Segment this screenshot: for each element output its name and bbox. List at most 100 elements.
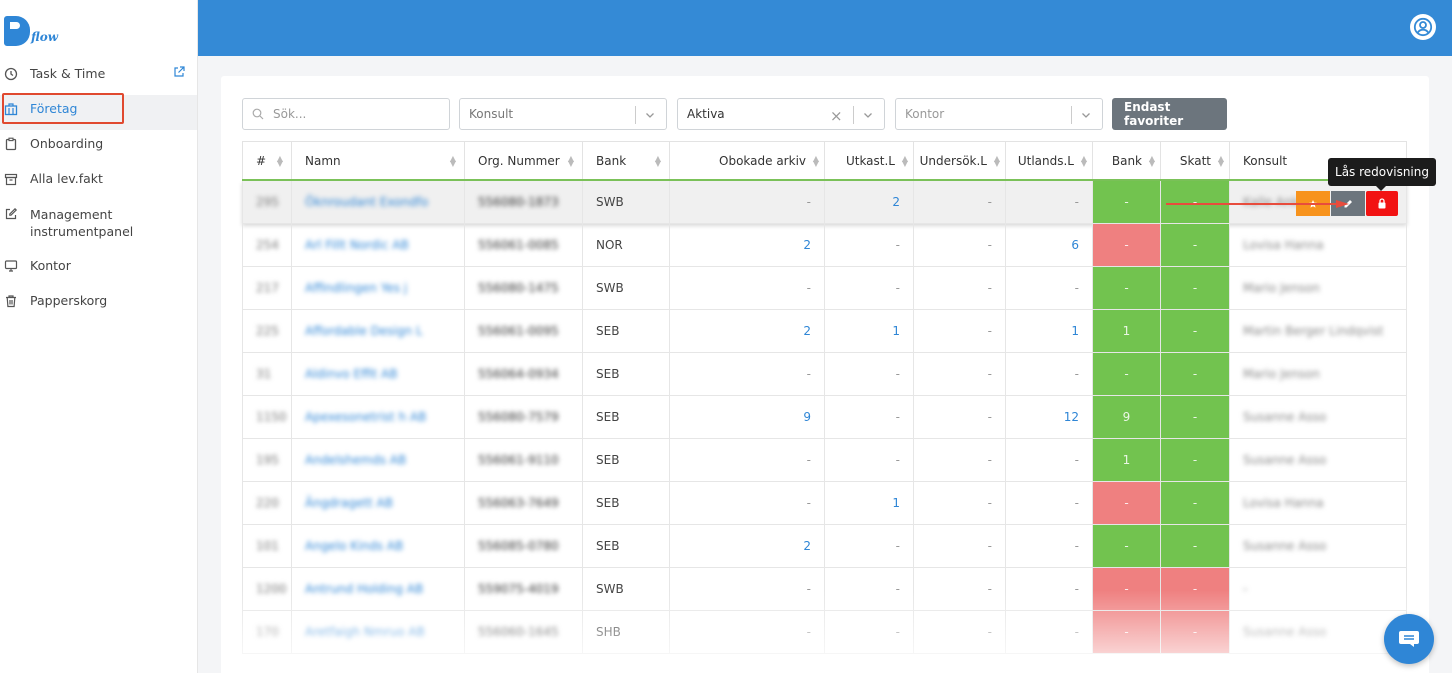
org-number: 556080-1475: [478, 281, 559, 295]
cell-value[interactable]: 1: [892, 496, 900, 510]
cell-value: -: [987, 238, 992, 252]
cell-org: 556063-7649: [465, 482, 583, 524]
cell-value[interactable]: 6: [1071, 238, 1079, 252]
kontor-select[interactable]: Kontor: [895, 98, 1103, 130]
cell-value: -: [987, 410, 992, 424]
cell-obokade[interactable]: 2: [670, 224, 825, 266]
cell-bank-s: -: [1093, 353, 1161, 395]
company-name-link[interactable]: Affordable Design L: [305, 324, 423, 338]
cell-obokade[interactable]: 9: [670, 396, 825, 438]
company-name-link[interactable]: Ängdragett AB: [305, 496, 394, 510]
cell-utlands[interactable]: 1: [1006, 310, 1093, 352]
sidebar-item-onboarding[interactable]: Onboarding: [0, 130, 197, 165]
sidebar-item-foretag[interactable]: Företag: [0, 95, 197, 130]
table-row[interactable]: 1150 Apexesonetrist h AB 556080-7579 SEB 9 - -…: [242, 396, 1407, 439]
col-header-undersok[interactable]: Undersök.L ▲ ▼: [914, 142, 1006, 179]
status-value: -: [1192, 238, 1198, 252]
clear-icon[interactable]: ×: [830, 107, 843, 125]
cell-bank: SEB: [583, 310, 670, 352]
sidebar-item-task-time[interactable]: Task & Time: [0, 60, 197, 95]
company-name-link[interactable]: Arl Fillt Nordic AB: [305, 238, 409, 252]
cell-value: -: [895, 625, 900, 639]
cell-utlands[interactable]: 6: [1006, 224, 1093, 266]
table-row[interactable]: 220 Ängdragett AB 556063-7649 SEB - 1 - - - - Lovi…: [242, 482, 1407, 525]
table-row[interactable]: 217 Affindlingen Yes j 556080-1475 SWB - - - - -…: [242, 267, 1407, 310]
col-header-index[interactable]: # ▲ ▼: [242, 142, 292, 179]
cell-obokade[interactable]: 2: [670, 310, 825, 352]
table-row[interactable]: 31 Aldinvo Effit AB 556064-0934 SEB - - - - - - Ma…: [242, 353, 1407, 396]
company-name-link[interactable]: Andelshemds AB: [305, 453, 407, 467]
company-name-link[interactable]: Apexesonetrist h AB: [305, 410, 427, 424]
konsult-select[interactable]: Konsult: [459, 98, 667, 130]
companies-card: Sök... Konsult Aktiva × Kontor Endast fa…: [221, 76, 1429, 673]
company-name-link[interactable]: Aldinvo Effit AB: [305, 367, 398, 381]
sidebar-nav: Task & Time Företag Onboarding Alla lev.…: [0, 60, 197, 322]
cell-undersok: -: [914, 267, 1006, 309]
col-header-obokade-arkiv[interactable]: Obokade arkiv ▲ ▼: [670, 142, 825, 179]
company-name-link[interactable]: Angelo Kinds AB: [305, 539, 404, 553]
table-header: # ▲ ▼ Namn ▲ ▼ Org. Nummer ▲ ▼ Bank ▲ ▼ Obokade …: [242, 141, 1407, 181]
status-value: -: [1124, 582, 1129, 596]
company-name-link[interactable]: Antrund Holding AB: [305, 582, 424, 596]
sidebar-item-kontor[interactable]: Kontor: [0, 252, 197, 287]
bank-code: NOR: [596, 238, 623, 252]
cell-value[interactable]: 1: [892, 324, 900, 338]
cell-obokade: -: [670, 181, 825, 223]
table-row[interactable]: 225 Affordable Design L 556061-0095 SEB 2 1 - 1…: [242, 310, 1407, 353]
app-logo[interactable]: flow: [4, 14, 58, 46]
cell-undersok: -: [914, 439, 1006, 481]
cell-utkast: -: [825, 353, 914, 395]
bank-code: SEB: [596, 539, 620, 553]
chat-button[interactable]: [1384, 614, 1434, 664]
company-name-link[interactable]: Aretfaigh Nmruo AB: [305, 625, 425, 639]
user-profile-button[interactable]: [1410, 14, 1436, 40]
org-number: 556061-0085: [478, 238, 559, 252]
favorites-only-button[interactable]: Endast favoriter: [1112, 98, 1227, 130]
cell-obokade[interactable]: 2: [670, 525, 825, 567]
col-header-bank[interactable]: Bank ▲ ▼: [583, 142, 670, 179]
sidebar-item-papperskorg[interactable]: Papperskorg: [0, 287, 197, 322]
table-row[interactable]: 101 Angelo Kinds AB 556085-0780 SEB 2 - - - - - Su…: [242, 525, 1407, 568]
cell-utkast[interactable]: 2: [825, 181, 914, 223]
row-index: 254: [256, 238, 279, 252]
cell-value[interactable]: 2: [803, 238, 811, 252]
col-header-bank-status[interactable]: Bank ▲ ▼: [1093, 142, 1161, 179]
cell-idx: 170: [242, 611, 292, 653]
cell-utkast[interactable]: 1: [825, 310, 914, 352]
cell-value[interactable]: 2: [803, 324, 811, 338]
col-header-namn[interactable]: Namn ▲ ▼: [292, 142, 465, 179]
col-header-org-nummer[interactable]: Org. Nummer ▲ ▼: [465, 142, 583, 179]
col-header-utkast[interactable]: Utkast.L ▲ ▼: [825, 142, 914, 179]
select-separator: [635, 106, 636, 124]
cell-value[interactable]: 2: [803, 539, 811, 553]
sidebar-item-management[interactable]: Management instrumentpanel: [0, 200, 197, 252]
cell-value[interactable]: 1: [1071, 324, 1079, 338]
cell-value[interactable]: 9: [803, 410, 811, 424]
chevron-down-icon[interactable]: [644, 109, 656, 121]
search-input[interactable]: Sök...: [242, 98, 450, 130]
table-row[interactable]: 295 Öknroudant Exondfo 556080-1873 SWB - 2 - - -…: [242, 181, 1407, 224]
cell-skatt: -: [1161, 267, 1230, 309]
table-row[interactable]: 170 Aretfaigh Nmruo AB 556060-1645 SHB - - - - -…: [242, 611, 1407, 654]
lock-accounting-button[interactable]: [1366, 191, 1398, 216]
cell-value[interactable]: 12: [1063, 410, 1079, 424]
company-name-link[interactable]: Öknroudant Exondfo: [305, 195, 429, 209]
cell-utkast[interactable]: 1: [825, 482, 914, 524]
chevron-down-icon[interactable]: [862, 109, 874, 121]
companies-table: # ▲ ▼ Namn ▲ ▼ Org. Nummer ▲ ▼ Bank ▲ ▼ Obokade …: [242, 141, 1407, 654]
external-link-icon[interactable]: [173, 66, 185, 78]
sidebar-item-alla-lev-fakt[interactable]: Alla lev.fakt: [0, 165, 197, 200]
status-select[interactable]: Aktiva ×: [677, 98, 885, 130]
cell-value[interactable]: 2: [892, 195, 900, 209]
table-row[interactable]: 254 Arl Fillt Nordic AB 556061-0085 NOR 2 - - 6…: [242, 224, 1407, 267]
col-header-skatt[interactable]: Skatt ▲ ▼: [1161, 142, 1230, 179]
table-row[interactable]: 1200 Antrund Holding AB 559075-4019 SWB - - - -…: [242, 568, 1407, 611]
bank-code: SHB: [596, 625, 621, 639]
cell-value: -: [895, 410, 900, 424]
table-row[interactable]: 195 Andelshemds AB 556061-9110 SEB - - - - 1 - Sus…: [242, 439, 1407, 482]
chevron-down-icon[interactable]: [1080, 109, 1092, 121]
company-name-link[interactable]: Affindlingen Yes j: [305, 281, 408, 295]
col-header-utlands[interactable]: Utlands.L ▲ ▼: [1006, 142, 1093, 179]
row-index: 101: [256, 539, 279, 553]
cell-utlands[interactable]: 12: [1006, 396, 1093, 438]
